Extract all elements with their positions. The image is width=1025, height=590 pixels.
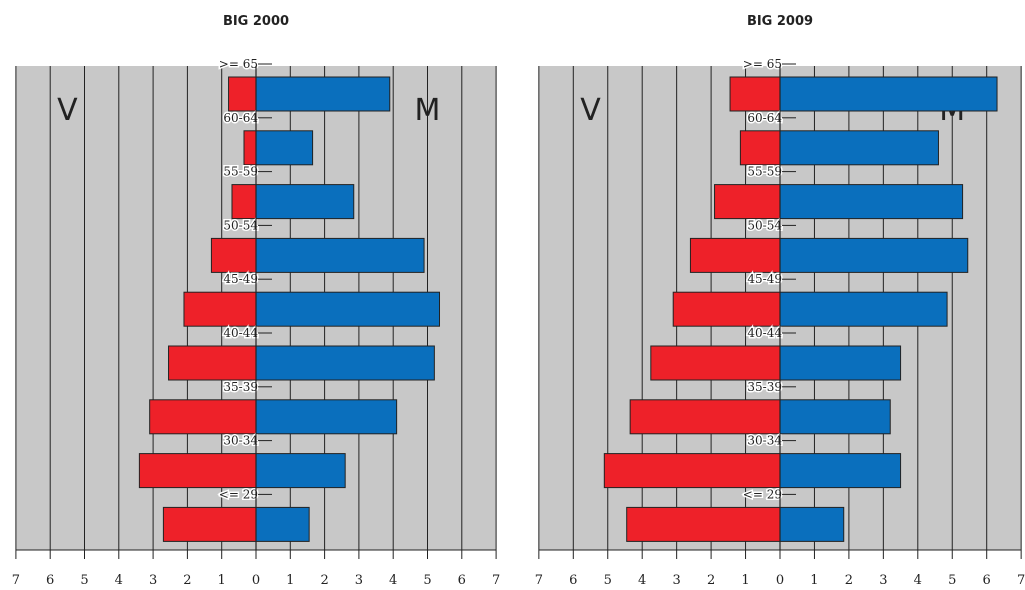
chart1-category-label: 60-64 bbox=[223, 111, 258, 125]
chart1-bar-m bbox=[255, 130, 314, 166]
chart1-bar-m bbox=[255, 184, 355, 220]
chart2-tick-label: 6 bbox=[569, 573, 577, 588]
chart2-bar-v bbox=[626, 506, 781, 542]
chart1-tick-label: 1 bbox=[218, 573, 226, 588]
chart2-tick-label: 7 bbox=[535, 573, 543, 588]
chart1-tick-label: 2 bbox=[183, 573, 191, 588]
chart1-tick-label: 5 bbox=[423, 573, 431, 588]
chart2-category-label: 55-59 bbox=[747, 165, 782, 179]
chart1-right-side-label: M bbox=[415, 93, 441, 128]
chart1-bar-m bbox=[255, 237, 425, 273]
chart1-category-label: 50-54 bbox=[223, 218, 258, 232]
chart2-title: BIG 2009 bbox=[747, 14, 813, 29]
chart2-category-label: 30-34 bbox=[747, 434, 782, 448]
chart2-tick-label: 3 bbox=[879, 573, 887, 588]
chart2-category-label: 60-64 bbox=[747, 111, 782, 125]
chart2-bar-v bbox=[650, 345, 781, 381]
chart1-bar-m bbox=[255, 291, 441, 327]
chart1-tick-label: 6 bbox=[458, 573, 466, 588]
chart1-category-label: 30-34 bbox=[223, 434, 258, 448]
chart1-tick-label: 4 bbox=[115, 573, 123, 588]
chart1-category-label: >= 65 bbox=[219, 57, 258, 71]
chart2-bar-v bbox=[629, 399, 781, 435]
chart2-bar-v bbox=[729, 76, 781, 112]
chart2-category-label: 35-39 bbox=[747, 380, 782, 394]
chart2-bar-m bbox=[779, 453, 902, 489]
chart2-bar-v bbox=[739, 130, 781, 166]
chart2-tick-label: 0 bbox=[776, 573, 784, 588]
chart2-left-side-label: V bbox=[580, 93, 601, 128]
chart2-bar-v bbox=[603, 453, 781, 489]
chart1-category-label: 35-39 bbox=[223, 380, 258, 394]
chart2-bar-v bbox=[689, 237, 781, 273]
chart1-bar-m bbox=[255, 399, 398, 435]
chart1-tick-label: 6 bbox=[46, 573, 54, 588]
chart1-tick-label: 2 bbox=[320, 573, 328, 588]
chart2-tick-label: 2 bbox=[845, 573, 853, 588]
chart2-tick-label: 3 bbox=[673, 573, 681, 588]
chart2-tick-label: 5 bbox=[948, 573, 956, 588]
chart2-bar-m bbox=[779, 184, 964, 220]
chart2-bar-m bbox=[779, 130, 939, 166]
chart1-bar-m bbox=[255, 506, 310, 542]
chart1-bar-m bbox=[255, 453, 346, 489]
chart1-tick-label: 5 bbox=[80, 573, 88, 588]
chart2-tick-label: 4 bbox=[914, 573, 922, 588]
chart2-bar-m bbox=[779, 345, 902, 381]
chart1-category-label: 55-59 bbox=[223, 165, 258, 179]
chart1-tick-label: 1 bbox=[286, 573, 294, 588]
chart1-bar-m bbox=[255, 76, 391, 112]
chart1-bar-v bbox=[183, 291, 257, 327]
chart1-tick-label: 0 bbox=[252, 573, 260, 588]
chart1-bar-m bbox=[255, 345, 435, 381]
chart2-bar-m bbox=[779, 399, 891, 435]
chart1-category-label: 45-49 bbox=[223, 272, 258, 286]
chart2-tick-label: 7 bbox=[1017, 573, 1025, 588]
chart2-bar-v bbox=[714, 184, 781, 220]
chart2-tick-label: 4 bbox=[638, 573, 646, 588]
chart1-tick-label: 7 bbox=[12, 573, 20, 588]
chart2-category-label: 50-54 bbox=[747, 218, 782, 232]
chart2-tick-label: 1 bbox=[741, 573, 749, 588]
chart2-category-label: 45-49 bbox=[747, 272, 782, 286]
chart1-tick-label: 4 bbox=[389, 573, 397, 588]
chart2-category-label: <= 29 bbox=[743, 487, 782, 501]
chart2-bar-v bbox=[672, 291, 781, 327]
chart2-bar-m bbox=[779, 76, 998, 112]
chart2-bar-m bbox=[779, 291, 948, 327]
chart1-bar-v bbox=[149, 399, 257, 435]
chart1-bar-v bbox=[162, 506, 257, 542]
chart1-tick-label: 7 bbox=[492, 573, 500, 588]
chart1-tick-label: 3 bbox=[355, 573, 363, 588]
chart2-tick-label: 6 bbox=[983, 573, 991, 588]
chart1-category-label: <= 29 bbox=[219, 487, 258, 501]
chart1-bar-v bbox=[243, 130, 257, 166]
chart2-bar-m bbox=[779, 237, 969, 273]
chart2-tick-label: 1 bbox=[810, 573, 818, 588]
chart2-tick-label: 5 bbox=[604, 573, 612, 588]
chart1-bar-v bbox=[210, 237, 257, 273]
chart1-bar-v bbox=[228, 76, 257, 112]
chart2-bar-m bbox=[779, 506, 845, 542]
chart1-left-side-label: V bbox=[57, 93, 78, 128]
chart1-bar-v bbox=[231, 184, 257, 220]
chart1-bar-v bbox=[168, 345, 257, 381]
chart1-tick-label: 3 bbox=[149, 573, 157, 588]
chart1-bar-v bbox=[138, 453, 257, 489]
chart2-category-label: 40-44 bbox=[747, 326, 782, 340]
chart2-category-label: >= 65 bbox=[743, 57, 782, 71]
chart1-category-label: 40-44 bbox=[223, 326, 258, 340]
chart1-title: BIG 2000 bbox=[223, 14, 289, 29]
chart2-tick-label: 2 bbox=[707, 573, 715, 588]
